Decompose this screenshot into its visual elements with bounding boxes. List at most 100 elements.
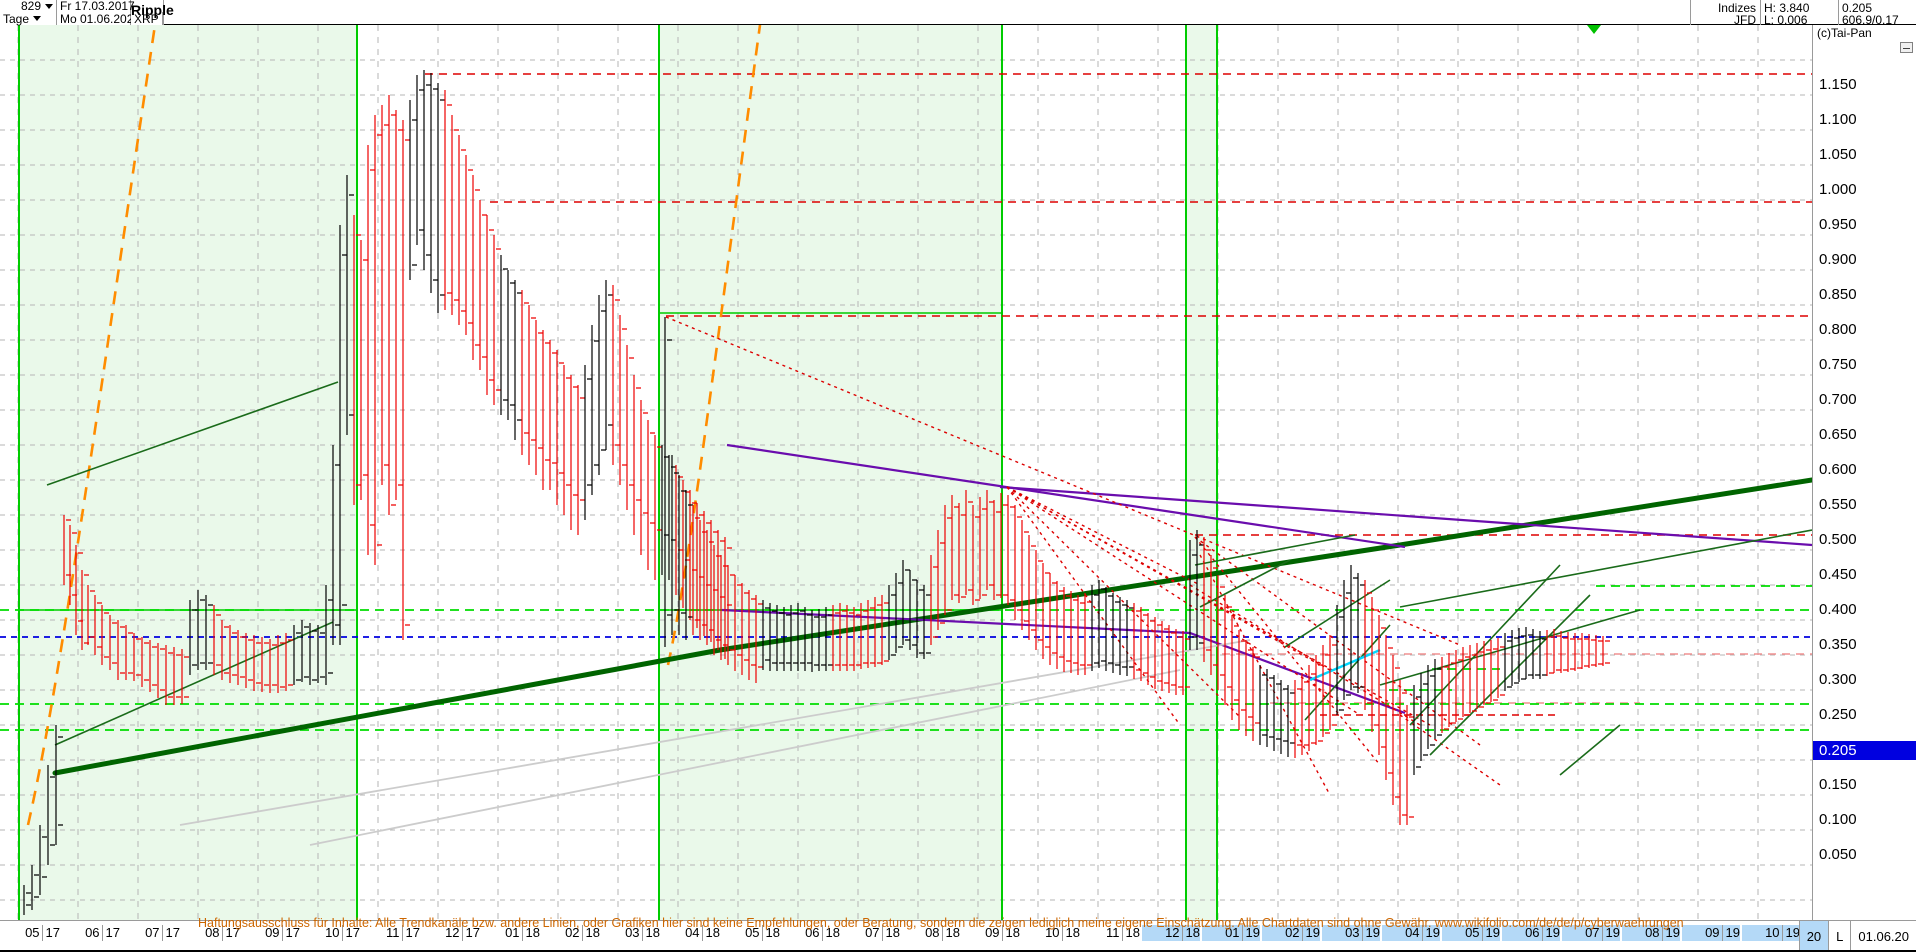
footer-mode-cell[interactable]: L: [1828, 921, 1850, 950]
disclaimer-text: Haftungsausschluss für Inhalte: Alle Tre…: [198, 916, 1684, 930]
chart-header-bar: 829 Tage Fr 17.03.2017 Mo 01.06.2020 XRP…: [0, 0, 1916, 27]
zone-borders: [18, 25, 1218, 920]
parabolic-2017: [26, 25, 157, 826]
time-tick-label: 03 18: [602, 925, 660, 941]
candles-peak-2019: [1189, 530, 1204, 650]
time-tick-month: 03: [1345, 925, 1360, 940]
candles-apr2018: [584, 280, 613, 520]
time-tick-year: 19: [1421, 925, 1440, 941]
date-from-field[interactable]: Fr 17.03.2017: [57, 0, 135, 12]
time-tick-month: 02: [1285, 925, 1300, 940]
cyan-trendline: [1309, 648, 1381, 682]
time-axis[interactable]: 05 17 06 17 07 17 08 17 09 17 10 17 11 17 12 17 01 18 02 18…: [0, 920, 1916, 952]
chevron-down-icon: [33, 16, 42, 21]
price-tick: 1.000: [1819, 181, 1857, 198]
candles-2017-c: [213, 605, 293, 693]
price-tick: 0.450: [1819, 566, 1857, 583]
trend-channels-left: [46, 381, 339, 746]
price-axis[interactable]: (c)Tai-Pan 1.150 1.100 1.050 1.000 0.950 0.90…: [1812, 25, 1916, 920]
chart-canvas: [0, 25, 1812, 920]
footer-date-cell[interactable]: 01.06.20: [1850, 921, 1916, 950]
time-axis-footer: 20 L 01.06.20: [1798, 921, 1916, 950]
price-chart-plot[interactable]: [0, 25, 1812, 920]
time-tick-label: 04 18: [662, 925, 720, 941]
time-tick-year: 18: [881, 925, 900, 941]
data-provider-label: JFD: [1734, 13, 1756, 27]
time-tick-month: 10: [1045, 925, 1060, 940]
candles-2019-rally: [888, 560, 931, 660]
minimize-button[interactable]: [1900, 42, 1913, 53]
time-tick-month: 01: [1225, 925, 1240, 940]
vertical-gridlines: [17, 25, 1759, 920]
time-tick-label: 05 17: [2, 925, 60, 941]
time-tick-label: 09 19: [1682, 925, 1740, 941]
time-tick-year: 19: [1721, 925, 1740, 941]
period-low-label: L: 0.006: [1764, 13, 1808, 27]
horizontal-gridlines: [0, 59, 1812, 901]
time-tick-label: 08 18: [902, 925, 960, 941]
footer-interval-cell[interactable]: 20: [1798, 921, 1829, 950]
time-tick-month: 12: [1165, 925, 1180, 940]
candles-sep2018-red: [692, 505, 763, 683]
price-tick: 0.650: [1819, 426, 1857, 443]
highlight-zone-2020: [1185, 25, 1217, 920]
time-tick-label: 09 18: [962, 925, 1020, 941]
time-tick-label: 07 18: [842, 925, 900, 941]
bars-count-selector[interactable]: 829: [0, 0, 57, 12]
price-tick: 0.900: [1819, 251, 1857, 268]
price-tick: 0.300: [1819, 671, 1857, 688]
date-to-value: Mo 01.06.2020: [60, 11, 141, 26]
time-tick-label: 07 17: [122, 925, 180, 941]
candles-h2-2019: [1007, 495, 1092, 675]
price-tick: 0.150: [1819, 776, 1857, 793]
price-tick: 0.350: [1819, 636, 1857, 653]
bars-count-value: 829: [20, 0, 41, 13]
time-tick-month: 07: [145, 925, 160, 940]
candles-jan2018: [409, 70, 445, 313]
time-tick-label: 01 19: [1202, 925, 1260, 941]
candles-jul2018: [675, 465, 732, 659]
time-tick-month: 05: [1465, 925, 1480, 940]
time-tick-month: 03: [625, 925, 640, 940]
time-tick-month: 08: [925, 925, 940, 940]
time-tick-month: 11: [386, 925, 400, 940]
time-tick-month: 04: [685, 925, 700, 940]
page-title: Ripple: [131, 2, 174, 18]
time-tick-month: 11: [1106, 925, 1120, 940]
time-tick-label: 05 19: [1442, 925, 1500, 941]
time-tick-year: 19: [1601, 925, 1620, 941]
date-to-field[interactable]: Mo 01.06.2020: [57, 12, 140, 25]
price-tick: 0.550: [1819, 496, 1857, 513]
time-tick-year: 19: [1361, 925, 1380, 941]
time-tick-year: 18: [641, 925, 660, 941]
candles-2017-d: [293, 620, 325, 685]
time-tick-month: 06: [85, 925, 100, 940]
time-tick-label: 10 17: [302, 925, 360, 941]
time-tick-label: 11 18: [1082, 925, 1140, 941]
time-tick-label: 08 19: [1622, 925, 1680, 941]
interval-value: Tage: [3, 11, 30, 26]
symbol-field[interactable]: XRP: [131, 12, 163, 25]
faint-diagonals: [179, 639, 1251, 846]
time-tick-label: 06 18: [782, 925, 840, 941]
time-tick-year: 18: [581, 925, 600, 941]
time-tick-year: 17: [281, 925, 300, 941]
interval-selector[interactable]: Tage: [0, 12, 57, 25]
time-tick-year: 17: [461, 925, 480, 941]
time-tick-label: 03 19: [1322, 925, 1380, 941]
purple-upper: [726, 443, 1406, 549]
time-tick-month: 09: [985, 925, 1000, 940]
candles-h2-2019-black: [1091, 580, 1134, 676]
time-tick-label: 06 19: [1502, 925, 1560, 941]
copyright-label: (c)Tai-Pan: [1817, 26, 1872, 40]
candles-mar2020-crash: [1364, 580, 1414, 825]
time-tick-label: 06 17: [62, 925, 120, 941]
candles-dec2017-spike: [325, 175, 354, 685]
last-price-badge: 0.205: [1813, 741, 1916, 760]
time-tick-month: 04: [1405, 925, 1420, 940]
candles-2020-recovery-red: [1441, 638, 1505, 733]
price-tick: 0.100: [1819, 811, 1857, 828]
time-tick-year: 17: [41, 925, 60, 941]
price-tick: 0.700: [1819, 391, 1857, 408]
candles-jan2018-red: [444, 90, 501, 405]
